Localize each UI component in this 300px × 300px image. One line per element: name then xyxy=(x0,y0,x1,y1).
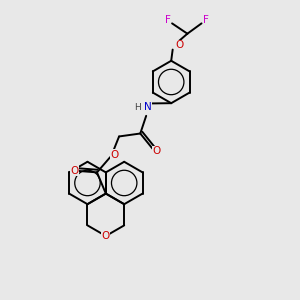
Text: H: H xyxy=(135,103,141,112)
Text: O: O xyxy=(175,40,184,50)
Text: O: O xyxy=(110,150,119,160)
Text: O: O xyxy=(70,166,79,176)
Text: O: O xyxy=(152,146,160,156)
Text: F: F xyxy=(165,15,171,25)
Text: F: F xyxy=(203,15,209,25)
Text: N: N xyxy=(144,102,152,112)
Text: O: O xyxy=(102,231,110,241)
